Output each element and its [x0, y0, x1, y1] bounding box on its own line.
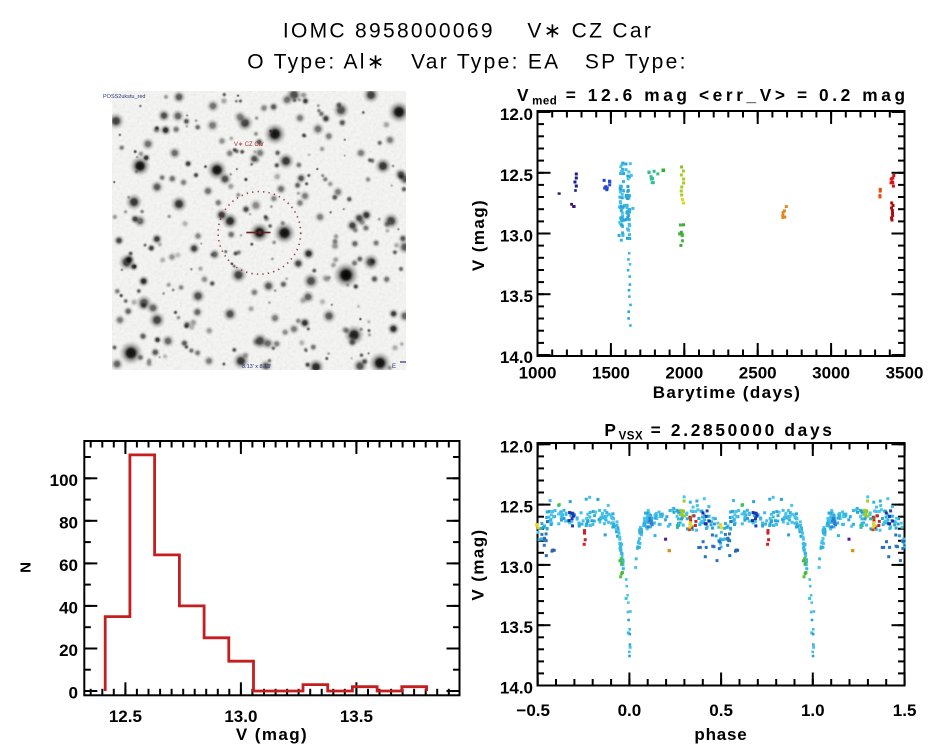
svg-text:1500: 1500	[592, 364, 630, 383]
svg-text:12.5: 12.5	[109, 707, 142, 726]
svg-text:POSS2ukstu_red: POSS2ukstu_red	[103, 94, 146, 100]
svg-text:8.13' x 8.13': 8.13' x 8.13'	[242, 364, 271, 370]
svg-text:V (mag): V (mag)	[469, 199, 488, 271]
svg-text:3000: 3000	[812, 364, 850, 383]
svg-text:1.0: 1.0	[801, 701, 825, 720]
svg-text:0: 0	[69, 684, 78, 703]
svg-text:1000: 1000	[519, 364, 557, 383]
svg-text:13.0: 13.0	[500, 227, 533, 246]
svg-text:N: N	[18, 562, 35, 573]
svg-text:14.0: 14.0	[500, 679, 533, 698]
svg-text:14.0: 14.0	[500, 348, 533, 367]
svg-text:−0.5: −0.5	[516, 701, 550, 720]
svg-text:40: 40	[59, 598, 78, 617]
svg-text:E: E	[392, 364, 396, 370]
svg-text:phase: phase	[694, 725, 747, 744]
svg-text:Vmed = 12.6 mag <err_V> = 0.2: Vmed = 12.6 mag <err_V> = 0.2 mag	[517, 85, 909, 108]
svg-text:13.0: 13.0	[224, 707, 257, 726]
svg-text:2500: 2500	[739, 364, 777, 383]
svg-text:100: 100	[50, 471, 78, 490]
svg-text:12.5: 12.5	[500, 166, 533, 185]
svg-text:PVSX = 2.2850000 days: PVSX = 2.2850000 days	[604, 420, 834, 443]
svg-text:1.5: 1.5	[893, 701, 917, 720]
svg-text:0.5: 0.5	[709, 701, 733, 720]
svg-text:2000: 2000	[665, 364, 703, 383]
svg-text:0.0: 0.0	[618, 701, 642, 720]
svg-text:60: 60	[59, 556, 78, 575]
svg-text:Barytime (days): Barytime (days)	[653, 383, 802, 402]
svg-text:80: 80	[59, 513, 78, 532]
svg-text:12.0: 12.0	[500, 437, 533, 456]
svg-text:13.0: 13.0	[500, 558, 533, 577]
svg-text:V (mag): V (mag)	[469, 528, 488, 600]
svg-text:3500: 3500	[886, 364, 924, 383]
svg-text:12.0: 12.0	[500, 105, 533, 124]
svg-text:V∗ CZ Car: V∗ CZ Car	[234, 142, 264, 148]
svg-text:20: 20	[59, 641, 78, 660]
svg-text:V (mag): V (mag)	[236, 725, 308, 744]
svg-text:13.5: 13.5	[500, 618, 533, 637]
svg-text:IOMC 8958000069 V∗ CZ Car: IOMC 8958000069 V∗ CZ Car	[283, 20, 653, 43]
svg-text:12.5: 12.5	[500, 498, 533, 517]
svg-text:13.5: 13.5	[340, 707, 373, 726]
svg-text:13.5: 13.5	[500, 287, 533, 306]
svg-text:O Type: Al∗ Var Type: EA S: O Type: Al∗ Var Type: EA SP Type:	[247, 51, 687, 74]
